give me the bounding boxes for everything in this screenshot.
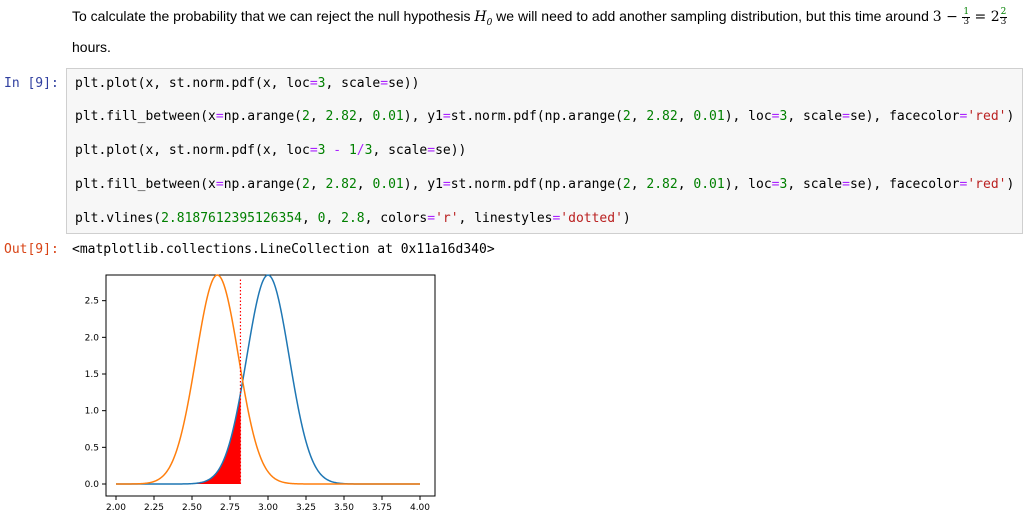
fraction-denominator: 3	[1000, 16, 1007, 27]
rejection-region-fill	[116, 392, 241, 484]
y-tick-label: 0.0	[85, 480, 100, 490]
math-two: 2	[990, 9, 1000, 25]
h0-symbol: H0	[474, 9, 493, 28]
code-line-1: plt.plot(x, st.norm.pdf(x, loc=3, scale=…	[75, 76, 420, 91]
code-line-4: plt.fill_between(x=np.arange(2, 2.82, 0.…	[75, 177, 1015, 192]
fraction-numerator: 1	[962, 6, 971, 18]
output-text: <matplotlib.collections.LineCollection a…	[72, 242, 495, 257]
markdown-cell: To calculate the probability that we can…	[72, 4, 1022, 59]
code-line-3: plt.plot(x, st.norm.pdf(x, loc=3 - 1/3, …	[75, 143, 467, 158]
y-tick-label: 0.5	[85, 443, 99, 453]
series-line-2	[115, 274, 420, 485]
x-tick-label: 2.50	[182, 503, 202, 513]
plot-figure: 2.00 2.25 2.50 2.75 3.00 3.25 3.50 3.75 4.00 0.0 0…	[70, 264, 450, 514]
code-input-area[interactable]: plt.plot(x, st.norm.pdf(x, loc=3, scale=…	[66, 68, 1023, 234]
fraction-numerator: 2	[999, 6, 1008, 18]
x-tick-label: 3.50	[334, 503, 354, 513]
y-tick-label: 1.5	[85, 370, 99, 380]
output-prompt: Out[9]:	[4, 242, 59, 257]
math-minus: −	[941, 9, 963, 25]
x-tick-label: 2.75	[220, 503, 240, 513]
axis-ticks: 2.00 2.25 2.50 2.75 3.00 3.25 3.50 3.75 4.00 0.0 0…	[85, 297, 431, 513]
code-line-2: plt.fill_between(x=np.arange(2, 2.82, 0.…	[75, 109, 1015, 124]
math-equals: =	[970, 9, 991, 25]
markdown-text-middle: we will need to add another sampling dis…	[492, 8, 933, 24]
x-tick-label: 3.75	[372, 503, 392, 513]
input-prompt: In [9]:	[4, 76, 59, 91]
y-tick-label: 1.0	[85, 407, 100, 417]
x-tick-label: 2.00	[106, 503, 126, 513]
markdown-text-after: hours.	[72, 38, 111, 55]
chart-svg: 2.00 2.25 2.50 2.75 3.00 3.25 3.50 3.75 4.00 0.0 0…	[85, 274, 436, 513]
code-line-5: plt.vlines(2.8187612395126354, 0, 2.8, c…	[75, 211, 631, 226]
y-tick-label: 2.0	[85, 333, 100, 343]
h0-letter: H	[474, 9, 487, 25]
markdown-paragraph: To calculate the probability that we can…	[72, 4, 1022, 35]
fraction-denominator: 3	[963, 16, 970, 27]
math-three: 3	[932, 9, 942, 25]
chart-marks	[115, 274, 420, 485]
x-tick-label: 3.00	[258, 503, 278, 513]
plot-area	[105, 274, 436, 497]
x-tick-label: 3.25	[296, 503, 316, 513]
x-tick-label: 4.00	[410, 503, 430, 513]
x-tick-label: 2.25	[144, 503, 164, 513]
h0-subscript: 0	[486, 17, 493, 28]
y-tick-label: 2.5	[85, 297, 99, 307]
markdown-text-before: To calculate the probability that we can…	[72, 8, 475, 24]
